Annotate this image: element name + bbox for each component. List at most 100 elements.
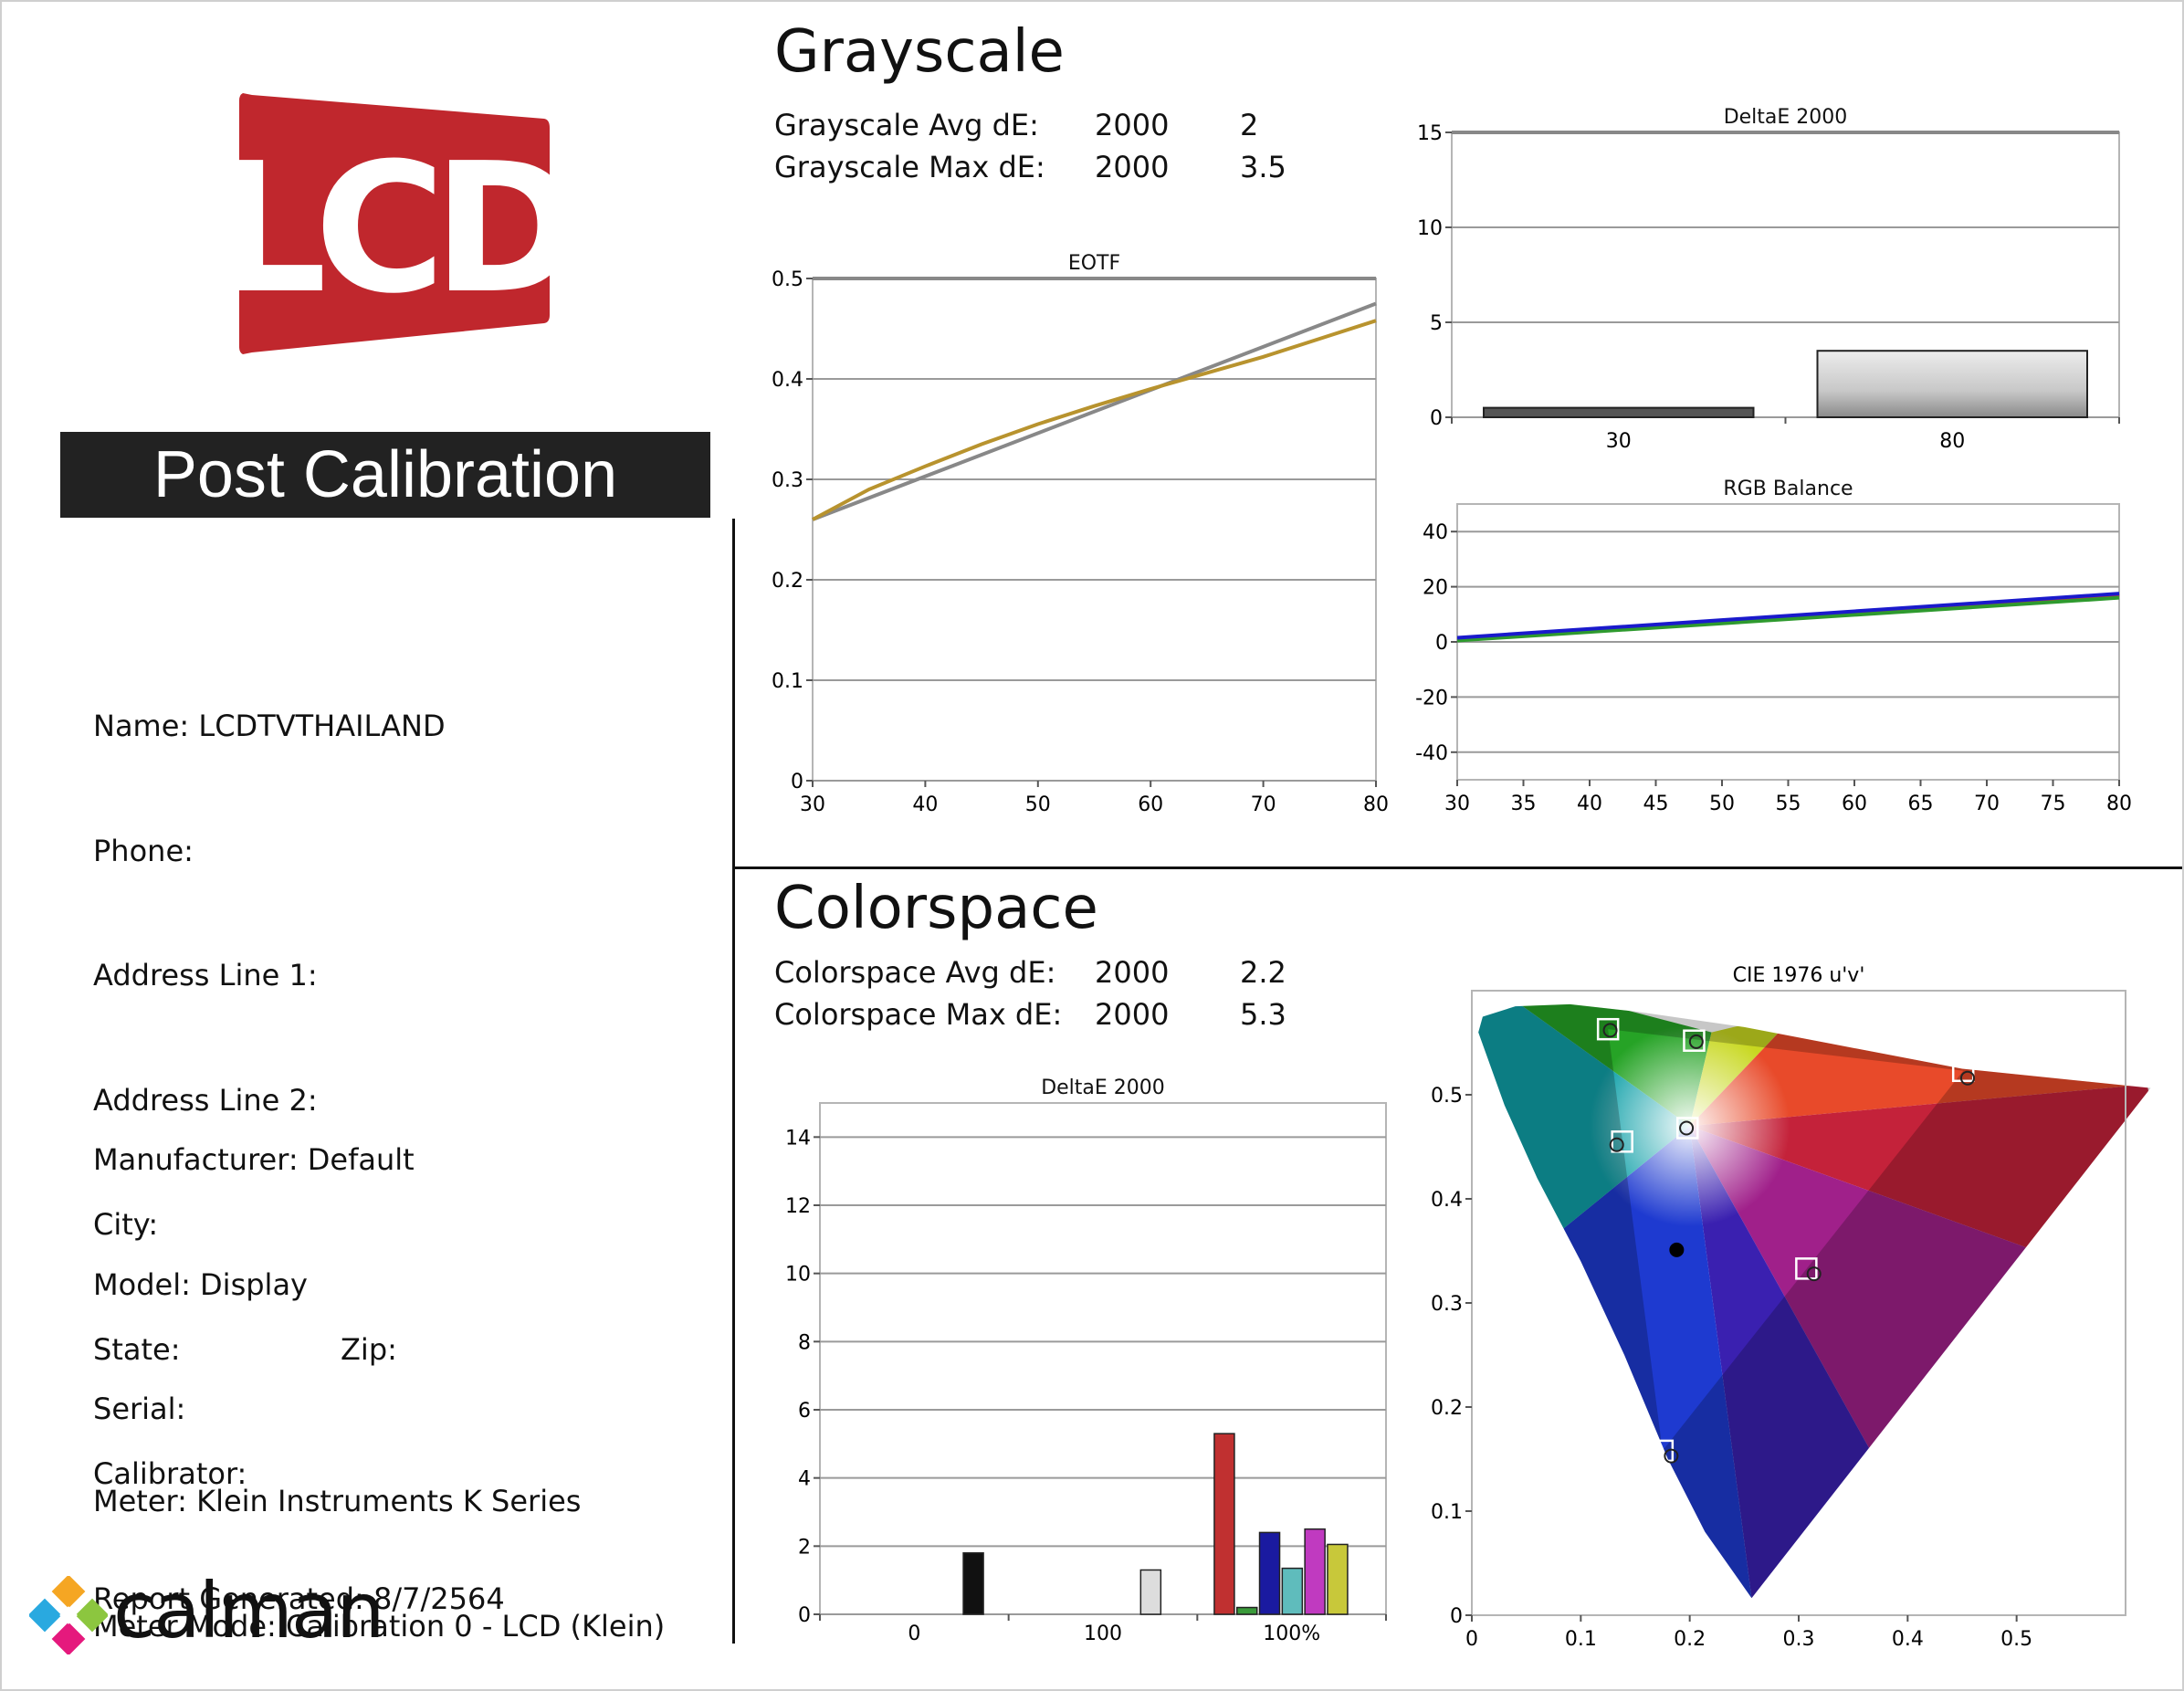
- meter-info: Meter: Klein Instruments K Series Meter …: [93, 1398, 665, 1689]
- info-meter: Meter: Klein Instruments K Series: [93, 1484, 582, 1518]
- eotf-y-tick-label: 0.1: [772, 670, 803, 693]
- color-deltae-y-tick-label: 2: [798, 1536, 811, 1559]
- gray-deltae-bar: [1483, 406, 1755, 419]
- eotf-plot-frame: [812, 278, 1377, 782]
- cie-x-tick-label: 0.1: [1565, 1628, 1597, 1651]
- colorspace-title: Colorspace: [774, 875, 1098, 942]
- color-deltae-y-tick-label: 14: [785, 1127, 811, 1150]
- cie-white-glow: [1589, 1025, 1790, 1227]
- rgb-x-tick-label: 45: [1643, 793, 1669, 815]
- rgb-x-tick-label: 70: [1974, 793, 2000, 815]
- colorspace-max-standard: 2000: [1095, 997, 1170, 1032]
- cie-target-square: [1596, 1017, 1620, 1041]
- color-deltae-x-tick-label: 100: [1084, 1623, 1122, 1644]
- eotf-title: EOTF: [1068, 252, 1120, 275]
- cie-target-square: [1683, 1029, 1706, 1052]
- cie-measured-point: [1806, 1266, 1822, 1282]
- color-deltae-bar: [1139, 1569, 1162, 1615]
- colorspace-avg-standard: 2000: [1095, 955, 1170, 990]
- rgb-x-tick-label: 75: [2041, 793, 2066, 815]
- gray-deltae-title: DeltaE 2000: [1724, 106, 1848, 129]
- rgb-x-tick-label: 30: [1444, 793, 1470, 815]
- color-deltae-y-tick-label: 8: [798, 1331, 811, 1354]
- cie-x-tick-label: 0.2: [1674, 1628, 1706, 1651]
- rgb-balance-chart: RGB Balance 40 20 0 -20 -40 30 35 40 45 50 55 60 65 70…: [1415, 478, 2132, 815]
- gray-deltae-y-tick-label: 10: [1417, 217, 1443, 240]
- rgb-y-tick-label: 40: [1423, 521, 1448, 544]
- info-city: City:: [93, 1207, 159, 1242]
- horizontal-divider: [732, 867, 2182, 869]
- gray-deltae-x-tick-label: 30: [1606, 430, 1632, 453]
- eotf-x-tick-label: 80: [1363, 793, 1389, 816]
- color-deltae-bar: [1281, 1567, 1304, 1615]
- eotf-y-tick-label: 0.2: [772, 570, 803, 593]
- rgb-x-tick-label: 65: [1908, 793, 1934, 815]
- calman-wordmark: calman: [113, 1566, 385, 1655]
- info-meter-mode: Meter Mode: Calibration 0 - LCD (Klein): [93, 1608, 666, 1644]
- info-zip: Zip:: [341, 1331, 397, 1367]
- color-deltae-y-tick-label: 0: [798, 1604, 811, 1627]
- eotf-chart: EOTF 0 0.1 0.2 0.3 0.4 0.5 30 40 50 60 70 80: [772, 252, 1389, 816]
- cie-red-wedge: [1689, 1011, 2147, 1127]
- cie-title: CIE 1976 u'v': [1733, 964, 1865, 987]
- display-info: Manufacturer: Default Model: Display Ser…: [93, 1056, 415, 1472]
- color-deltae-bar: [1213, 1433, 1235, 1615]
- grayscale-avg-value: 2: [1240, 108, 1259, 142]
- eotf-y-tick-label: 0.5: [772, 268, 803, 291]
- rgb-y-tick-label: -40: [1415, 742, 1448, 765]
- rgb-x-tick-label: 60: [1842, 793, 1867, 815]
- info-state-row: State: Zip:: [93, 1329, 505, 1371]
- rgb-y-tick-label: 0: [1435, 632, 1448, 655]
- grayscale-max-value: 3.5: [1240, 150, 1286, 184]
- color-deltae-title: DeltaE 2000: [1041, 1077, 1165, 1099]
- gray-deltae-y-tick-label: 5: [1430, 312, 1443, 335]
- eotf-series-line: [812, 319, 1377, 521]
- eotf-x-tick-label: 40: [912, 793, 938, 816]
- info-phone: Phone:: [93, 833, 194, 868]
- rgb-balance-title: RGB Balance: [1723, 478, 1853, 500]
- cie-measured-point: [1688, 1034, 1704, 1049]
- gray-deltae-y-tick-label: 15: [1417, 122, 1443, 145]
- info-serial: Serial:: [93, 1392, 186, 1426]
- cie-y-tick-label: 0.4: [1431, 1189, 1463, 1212]
- cie-x-tick-label: 0.3: [1783, 1628, 1815, 1651]
- eotf-y-tick-label: 0.4: [772, 369, 803, 392]
- cie-chart: CIE 1976 u'v' 0 0.1 0.2 0.3 0.4 0.5 0 0.1 0.2 0.3 0…: [1431, 964, 2151, 1651]
- grayscale-avg-label: Grayscale Avg dE:: [774, 108, 1039, 142]
- eotf-y-tick-label: 0: [791, 771, 803, 793]
- eotf-x-tick-label: 30: [800, 793, 825, 816]
- rgb-x-tick-label: 50: [1709, 793, 1735, 815]
- color-deltae-bar: [1235, 1606, 1258, 1615]
- cie-y-tick-label: 0.5: [1431, 1085, 1463, 1108]
- info-report-date: Report Generated: 8/7/2564: [93, 1581, 505, 1616]
- gray-deltae-x-tick-label: 80: [1939, 430, 1965, 453]
- cie-target-square: [1676, 1117, 1699, 1140]
- info-address-2: Address Line 2:: [93, 1082, 318, 1118]
- rgb-y-tick-label: -20: [1415, 687, 1448, 709]
- color-deltae-bar: [1304, 1528, 1326, 1615]
- rgb-x-tick-label: 35: [1511, 793, 1537, 815]
- grayscale-title: Grayscale: [774, 18, 1065, 86]
- gray-deltae-y-tick-label: 0: [1430, 407, 1443, 430]
- grayscale-max-standard: 2000: [1095, 150, 1170, 184]
- info-state: State:: [93, 1331, 181, 1367]
- color-deltae-x-tick-label: 100%: [1263, 1623, 1320, 1644]
- rgb-x-tick-label: 40: [1577, 793, 1602, 815]
- cie-white-point: [1669, 1242, 1685, 1257]
- cie-x-tick-label: 0: [1465, 1628, 1478, 1651]
- rgb-series-line: [1456, 595, 2120, 643]
- rgb-x-tick-label: 55: [1776, 793, 1801, 815]
- colorspace-deltae-chart: DeltaE 2000 0 2 4 6 8 10 12 14 0 100 100%: [785, 1077, 1387, 1644]
- cie-measured-point: [1664, 1448, 1679, 1464]
- grayscale-deltae-chart: DeltaE 2000 0 5 10 15 30 80: [1417, 106, 2120, 453]
- customer-info: Name: LCDTVTHAILAND Phone: Address Line …: [93, 623, 505, 1662]
- cie-measured-point: [1679, 1120, 1695, 1136]
- colorspace-max-label: Colorspace Max dE:: [774, 997, 1063, 1032]
- cie-measured-point: [1602, 1023, 1618, 1038]
- eotf-x-tick-label: 70: [1251, 793, 1276, 816]
- lcd-logo: LCD: [237, 93, 551, 354]
- cie-y-tick-label: 0.1: [1431, 1501, 1463, 1524]
- color-deltae-x-tick-label: 0: [908, 1623, 920, 1644]
- info-model: Model: Display: [93, 1266, 308, 1302]
